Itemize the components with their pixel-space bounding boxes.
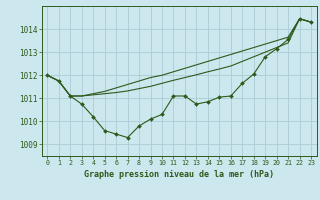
X-axis label: Graphe pression niveau de la mer (hPa): Graphe pression niveau de la mer (hPa): [84, 170, 274, 179]
